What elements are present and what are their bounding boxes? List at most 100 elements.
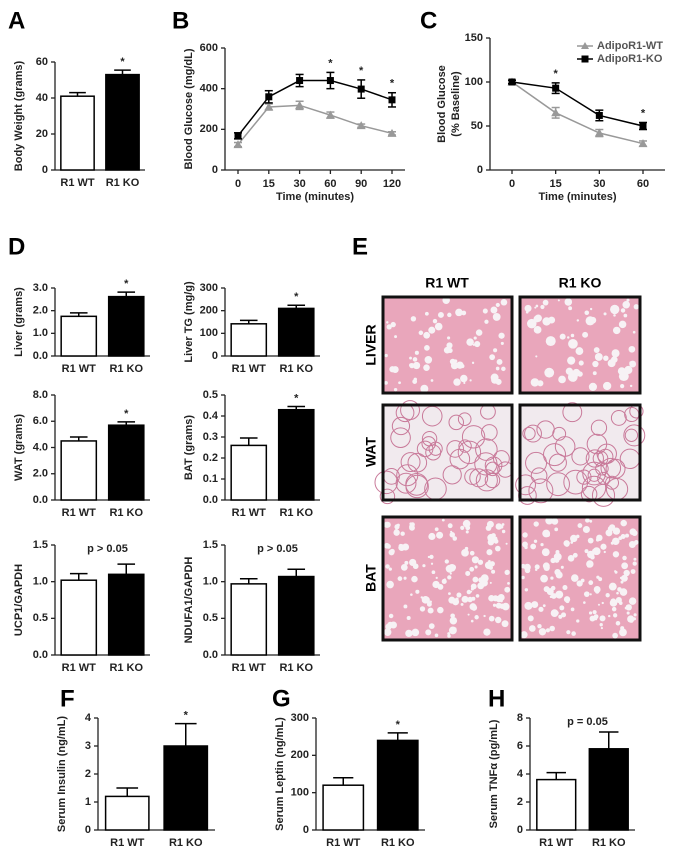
histology-image [518, 295, 642, 395]
y-tick-label: 300 [291, 712, 309, 724]
droplet [453, 378, 461, 386]
bar [60, 95, 95, 171]
droplet [618, 320, 627, 329]
y-axis-title: (% Baseline) [450, 71, 462, 137]
droplet [480, 579, 488, 587]
adipocyte [524, 424, 542, 443]
y-axis-title: Blood Glucose (mg/dL) [183, 48, 195, 169]
y-tick-label: 0.1 [203, 473, 218, 485]
y-tick-label: 2.0 [33, 305, 48, 317]
droplet [632, 561, 637, 566]
adipocyte [585, 449, 604, 468]
bar [230, 444, 268, 501]
bar [105, 73, 140, 171]
y-tick-label: 1.5 [203, 539, 218, 551]
droplet [434, 527, 439, 532]
droplet [447, 634, 451, 638]
droplet [560, 565, 564, 569]
droplet [400, 564, 408, 571]
droplet [461, 595, 469, 603]
row-label: BAT [363, 564, 379, 592]
droplet [470, 587, 474, 591]
adipocyte [485, 461, 500, 477]
droplet [410, 316, 417, 322]
y-tick-label: 4.0 [33, 441, 48, 453]
histology-image [518, 515, 642, 642]
droplet [596, 534, 603, 542]
droplet [500, 298, 508, 306]
y-tick-label: 200 [200, 123, 218, 135]
droplet [447, 575, 452, 580]
bar [163, 745, 209, 831]
frame [381, 403, 514, 502]
droplet [400, 531, 405, 536]
droplet [530, 543, 537, 550]
droplet [409, 363, 413, 367]
droplet [460, 602, 464, 606]
x-tick-label: R1 WT [110, 837, 145, 846]
point [265, 93, 273, 101]
droplet [472, 576, 479, 583]
droplet [494, 616, 502, 624]
droplet [545, 516, 554, 525]
adipocyte [623, 424, 646, 447]
droplet [384, 521, 391, 528]
p-value-note: p = 0.05 [567, 716, 608, 728]
adipocyte [610, 409, 627, 426]
adipocyte [580, 485, 598, 503]
x-tick-label: 15 [550, 178, 562, 190]
droplet [463, 381, 466, 385]
droplet [533, 539, 538, 543]
droplet [453, 359, 458, 363]
droplet [589, 615, 596, 622]
droplet [545, 628, 551, 633]
droplet [626, 298, 630, 302]
droplet [501, 523, 505, 526]
droplet [592, 549, 596, 553]
x-tick-label: 30 [293, 178, 305, 190]
droplet [538, 606, 544, 612]
point [638, 139, 648, 148]
droplet [486, 549, 493, 556]
point [356, 121, 366, 130]
droplet [624, 375, 629, 379]
droplet [434, 322, 443, 331]
droplet [544, 367, 555, 378]
droplet [497, 594, 505, 601]
droplet [448, 563, 456, 572]
droplet [618, 536, 623, 541]
droplet [582, 526, 590, 534]
droplet [428, 326, 436, 334]
adipocyte [552, 426, 567, 441]
frame [518, 515, 642, 642]
adipocyte [586, 433, 608, 455]
droplet [428, 623, 435, 630]
droplet [483, 614, 486, 618]
droplet [488, 615, 495, 622]
series-line [237, 104, 393, 146]
y-tick-label: 0.0 [203, 649, 218, 661]
droplet [553, 552, 562, 561]
histology-image [381, 515, 514, 642]
droplet [456, 361, 464, 369]
y-tick-label: 100 [200, 327, 218, 339]
row-label: WAT [363, 437, 379, 468]
droplet [384, 353, 388, 358]
droplet [465, 570, 471, 576]
droplet [452, 598, 460, 606]
droplet [447, 523, 453, 529]
droplet [471, 361, 475, 364]
y-tick-label: 0 [212, 350, 218, 362]
droplet [501, 620, 509, 628]
droplet [523, 563, 531, 571]
adipocyte [595, 461, 609, 476]
frame [518, 403, 642, 502]
droplet [557, 299, 560, 302]
frame [381, 295, 514, 395]
droplet [597, 603, 600, 606]
legend-label: AdipoR1-WT [597, 40, 663, 52]
point [233, 140, 243, 149]
droplet [444, 559, 449, 564]
droplet [582, 331, 589, 338]
droplet [588, 611, 593, 615]
